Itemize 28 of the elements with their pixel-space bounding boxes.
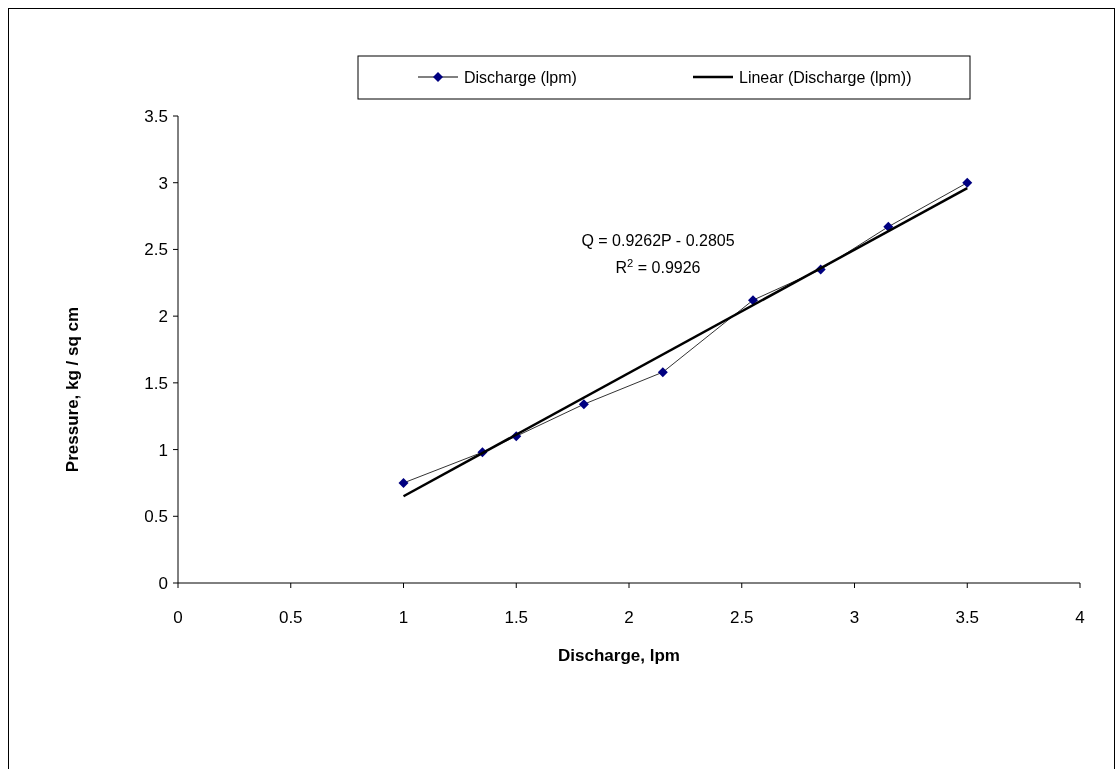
point — [962, 177, 973, 188]
y-tick-label: 3 — [158, 173, 168, 193]
point — [748, 295, 759, 306]
y-tick-label: 2.5 — [144, 240, 168, 260]
legend-label: Linear (Discharge (lpm)) — [739, 68, 912, 86]
y-tick-label: 3.5 — [144, 106, 168, 126]
point — [578, 399, 589, 410]
x-tick-label: 1 — [398, 608, 409, 627]
x-tick-label: 0 — [173, 608, 183, 627]
y-tick-label: 1.5 — [144, 373, 168, 393]
annotation: Q = 0.9262P - 0.2805 — [581, 232, 735, 249]
y-tick-label: 1 — [158, 440, 168, 460]
y-tick-label: 2 — [158, 307, 168, 327]
x-tick-label: 0.5 — [278, 608, 303, 627]
point — [398, 477, 409, 488]
x-tick-label: 2 — [624, 608, 634, 627]
y-tick-label: 0.5 — [144, 507, 168, 527]
point — [657, 367, 668, 378]
x-tick-label: 4 — [1075, 608, 1085, 627]
x-axis-title: Discharge, lpm — [558, 646, 680, 665]
legend-label: Discharge (lpm) — [464, 68, 577, 86]
y-tick-label: 0 — [158, 573, 168, 593]
x-tick-label: 2.5 — [729, 608, 754, 627]
x-tick-label: 1.5 — [504, 608, 529, 627]
x-tick-label: 3 — [849, 608, 860, 627]
y-axis-title: Pressure, kg / sq cm — [63, 306, 82, 473]
annotation: R$^{2}$ = 0.9926 — [615, 257, 701, 276]
x-tick-label: 3.5 — [955, 608, 980, 627]
